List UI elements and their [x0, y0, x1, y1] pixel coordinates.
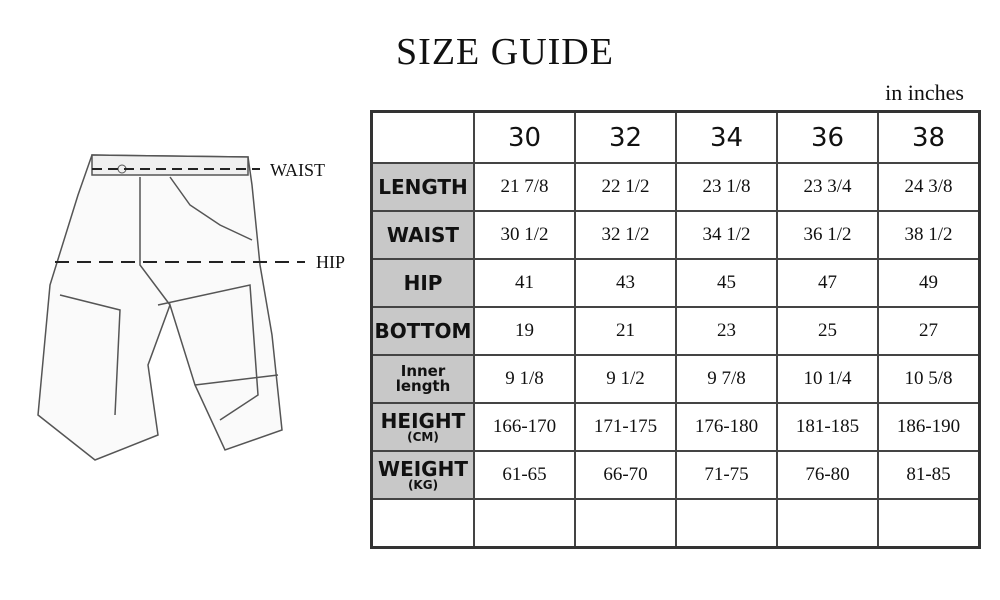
row-label: LENGTH [370, 162, 475, 212]
value-cell: 23 [675, 306, 778, 356]
value-cell: 181-185 [776, 402, 879, 452]
size-header: 30 [473, 110, 576, 164]
row-unit: (CM) [407, 430, 439, 444]
measurement-row: LENGTH 21 7/8 22 1/2 23 1/8 23 3/4 24 3/8 [370, 162, 981, 212]
value-cell: 61-65 [473, 450, 576, 500]
value-cell: 71-75 [675, 450, 778, 500]
value-cell: 66-70 [574, 450, 677, 500]
value-cell: 34 1/2 [675, 210, 778, 260]
row-label-text: Inner length [395, 362, 451, 395]
row-label: WAIST [370, 210, 475, 260]
row-label-text: HEIGHT [380, 409, 466, 433]
value-cell: 47 [776, 258, 879, 308]
row-label: HEIGHT (CM) [370, 402, 475, 452]
value-cell: 45 [675, 258, 778, 308]
value-cell: 23 3/4 [776, 162, 879, 212]
row-label: Inner length [370, 354, 475, 404]
waist-label: WAIST [270, 160, 325, 180]
value-cell: 36 1/2 [776, 210, 879, 260]
page-title: SIZE GUIDE [396, 31, 614, 73]
row-label: HIP [370, 258, 475, 308]
row-label-text: WAIST [386, 223, 460, 247]
value-cell: 27 [877, 306, 981, 356]
row-unit: (KG) [407, 478, 439, 492]
value-cell: 186-190 [877, 402, 981, 452]
value-cell: 171-175 [574, 402, 677, 452]
measurement-row: HEIGHT (CM) 166-170 171-175 176-180 181-185 18… [370, 402, 981, 452]
size-table: 30 32 34 36 38 LENGTH 21 7/8 22 1/2 23 1/8 2… [370, 110, 981, 549]
measurement-row: BOTTOM 19 21 23 25 27 [370, 306, 981, 356]
value-cell: 19 [473, 306, 576, 356]
row-label: BOTTOM [370, 306, 475, 356]
hip-label: HIP [316, 252, 346, 272]
value-cell: 32 1/2 [574, 210, 677, 260]
size-header: 34 [675, 110, 778, 164]
value-cell: 21 [574, 306, 677, 356]
value-cell: 22 1/2 [574, 162, 677, 212]
size-header-row: 30 32 34 36 38 [370, 110, 981, 164]
corner-cell [370, 110, 475, 164]
value-cell: 38 1/2 [877, 210, 981, 260]
size-header: 38 [877, 110, 981, 164]
value-cell: 25 [776, 306, 879, 356]
measurement-row: Inner length 9 1/8 9 1/2 9 7/8 10 1/4 10 5/8 [370, 354, 981, 404]
value-cell: 9 7/8 [675, 354, 778, 404]
value-cell: 24 3/8 [877, 162, 981, 212]
size-header: 36 [776, 110, 879, 164]
shorts-illustration [37, 154, 305, 461]
size-header: 32 [574, 110, 677, 164]
row-label-text: BOTTOM [374, 319, 472, 343]
value-cell: 9 1/8 [473, 354, 576, 404]
empty-row [370, 498, 981, 549]
value-cell: 30 1/2 [473, 210, 576, 260]
unit-label: in inches [885, 80, 964, 105]
value-cell: 43 [574, 258, 677, 308]
row-label-text: WEIGHT [378, 457, 468, 481]
measurement-row: HIP 41 43 45 47 49 [370, 258, 981, 308]
value-cell: 23 1/8 [675, 162, 778, 212]
value-cell: 41 [473, 258, 576, 308]
value-cell: 81-85 [877, 450, 981, 500]
row-label: WEIGHT (KG) [370, 450, 475, 500]
value-cell: 10 5/8 [877, 354, 981, 404]
value-cell: 166-170 [473, 402, 576, 452]
row-label-text: LENGTH [378, 175, 468, 199]
value-cell: 21 7/8 [473, 162, 576, 212]
measurement-row: WAIST 30 1/2 32 1/2 34 1/2 36 1/2 38 1/2 [370, 210, 981, 260]
value-cell: 76-80 [776, 450, 879, 500]
row-label-text: HIP [403, 271, 443, 295]
value-cell: 10 1/4 [776, 354, 879, 404]
value-cell: 176-180 [675, 402, 778, 452]
value-cell: 49 [877, 258, 981, 308]
value-cell: 9 1/2 [574, 354, 677, 404]
measurement-row: WEIGHT (KG) 61-65 66-70 71-75 76-80 81-85 [370, 450, 981, 500]
